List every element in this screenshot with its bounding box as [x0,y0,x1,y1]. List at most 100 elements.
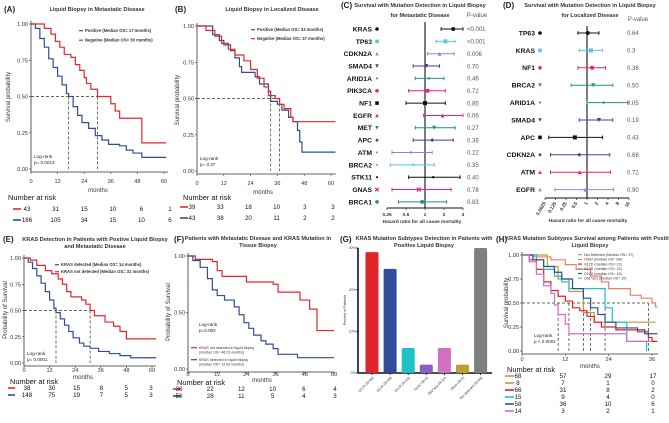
gene-label: BRCA1 [349,199,373,206]
km-panel-a: (A) Liquid Biopsy in Metastatic Disease 0 1… [4,5,172,224]
risk-value: 30 [48,385,55,392]
x-marker [416,187,422,192]
triangle-down-marker [591,83,596,88]
risk-value: 105 [50,217,61,224]
legend-label: KRAS detected (Median OS= 14 months) [61,262,142,267]
legend-label: Not Detected (Median OS= 37) [584,253,633,257]
risk-value: 3 [149,392,153,399]
gene-label: TP63 [356,39,372,46]
risk-value: 8 [100,385,104,392]
gene-label: APC [358,138,372,145]
triangle-down-marker [375,64,379,68]
circle-marker [411,163,415,167]
y-tick-label: 10% [349,330,356,334]
circle-marker [409,151,413,154]
p-value: 0.50 [627,83,639,89]
chart-title: Liquid Biopsy in Localized Disease [225,7,318,13]
gene-label: KRAS [516,48,536,55]
x-tick-label: 48 [302,372,308,378]
y-tick-label: 0.50 [183,97,194,103]
y-tick-label: 1.00 [174,254,185,260]
risk-value: 5 [124,385,128,392]
x-tick-label: 12 [221,181,227,187]
bar [365,252,379,373]
x-tick-label: G12D (N=66) [358,376,375,393]
gene-label: NF1 [522,65,535,72]
y-tick-label: 0.25 [17,131,28,137]
x-tick-label: 60 [331,372,337,378]
gene-label: ARID1A [347,76,372,83]
y-tick-label: 0.50 [17,95,28,101]
square-marker [375,39,379,44]
panel-label: (H) [496,235,507,244]
circle-marker [420,199,425,204]
risk-value: 43 [24,206,31,213]
x-tick-label: 24 [606,357,612,363]
p-value: 0.006 [467,52,483,58]
risk-value: 28 [207,393,214,400]
bar [419,364,433,373]
risk-value: 0 [651,380,655,387]
x-tick-label: 0.5 [403,212,410,218]
survival-curve [197,25,336,123]
risk-value: 66 [515,387,522,394]
x-axis-label: months [73,375,93,381]
legend-label: Q61*any (median OS= 10) [584,277,626,281]
x-axis-label: months [580,364,600,370]
x-tick-label: 0.125 [547,201,558,215]
circle-marker [375,176,379,179]
p-value: 0.78 [467,188,479,194]
logrank-label: Log-rank [200,156,219,161]
gene-label: MET [358,125,373,132]
risk-value: 50 [176,393,183,400]
gene-label: EGFR [353,113,372,120]
p-value-label: p= 0.0013 [34,160,55,165]
x-tick-label: 12 [46,368,52,374]
p-value: 0.83 [467,200,479,206]
y-tick-label: 1.00 [183,24,194,30]
chart-title: KRAS Mutation Subtypes Survival among Pa… [505,236,669,242]
y-tick-label: 0.00 [174,367,185,373]
risk-value: 3 [333,393,337,400]
risk-value: 11 [273,215,280,222]
x-tick-label: 0 [520,357,523,363]
circle-marker [425,88,430,93]
survival-curve [24,257,157,340]
x-tick-label: 60 [149,368,155,374]
risk-value: 58 [515,401,522,408]
risk-value: 14 [515,408,522,415]
panel-label: (E) [3,235,14,244]
square-marker [443,39,448,44]
chart-title: Tissue Biopsy [239,243,278,249]
p-value: 0.85 [467,101,479,107]
x-axis-label: months [88,188,108,194]
risk-value: 7 [100,392,104,399]
chart-title: for Localized Disease [561,13,618,19]
risk-value: 57 [560,373,567,380]
y-tick-label: 0.50 [10,309,21,315]
chart-title: for Metastatic Disease [390,13,449,19]
x-tick-label: 0 [186,372,189,378]
gene-label: BRCA2 [349,162,373,169]
x-axis-label: months [252,378,272,384]
x-tick-label: 24 [247,181,253,187]
p-value: 0.64 [627,31,639,37]
triangle-down-marker [538,118,542,122]
x-tick-label: 48 [123,368,129,374]
legend-label: G12R (median OS= 23) [584,267,622,271]
km-panel-e: (E) KRAS Detection in Patients with Posti… [3,235,169,399]
bar [401,348,415,373]
legend-label: G12D (median OS= 13) [584,262,622,266]
circle-marker [538,31,542,35]
risk-table-title: Number at risk [10,377,58,386]
p-value-label: p=0.002 [199,328,216,333]
x-tick-label: 8 [615,201,622,207]
x-axis-label: Hazard ratio for all cause mortality [383,219,462,225]
x-tick-label: 36 [108,179,114,185]
triangle-marker [375,113,379,118]
x-tick-label: 4 [604,201,611,207]
diamond-marker [538,153,542,157]
diamond-marker [430,138,435,143]
p-value-label: p < 0.0001 [534,339,556,344]
risk-value: 0 [651,394,655,401]
